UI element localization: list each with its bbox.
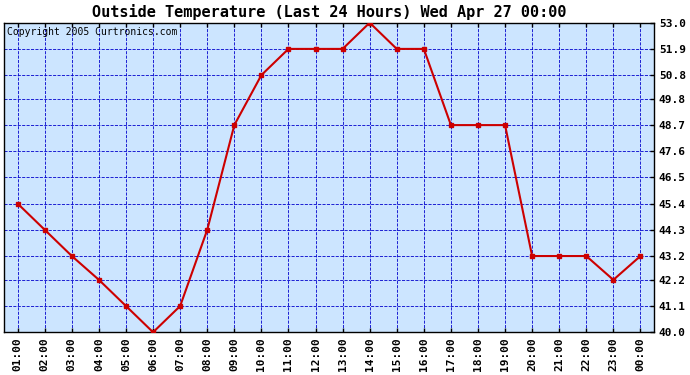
Text: Copyright 2005 Curtronics.com: Copyright 2005 Curtronics.com bbox=[8, 27, 178, 38]
Title: Outside Temperature (Last 24 Hours) Wed Apr 27 00:00: Outside Temperature (Last 24 Hours) Wed … bbox=[92, 4, 566, 20]
